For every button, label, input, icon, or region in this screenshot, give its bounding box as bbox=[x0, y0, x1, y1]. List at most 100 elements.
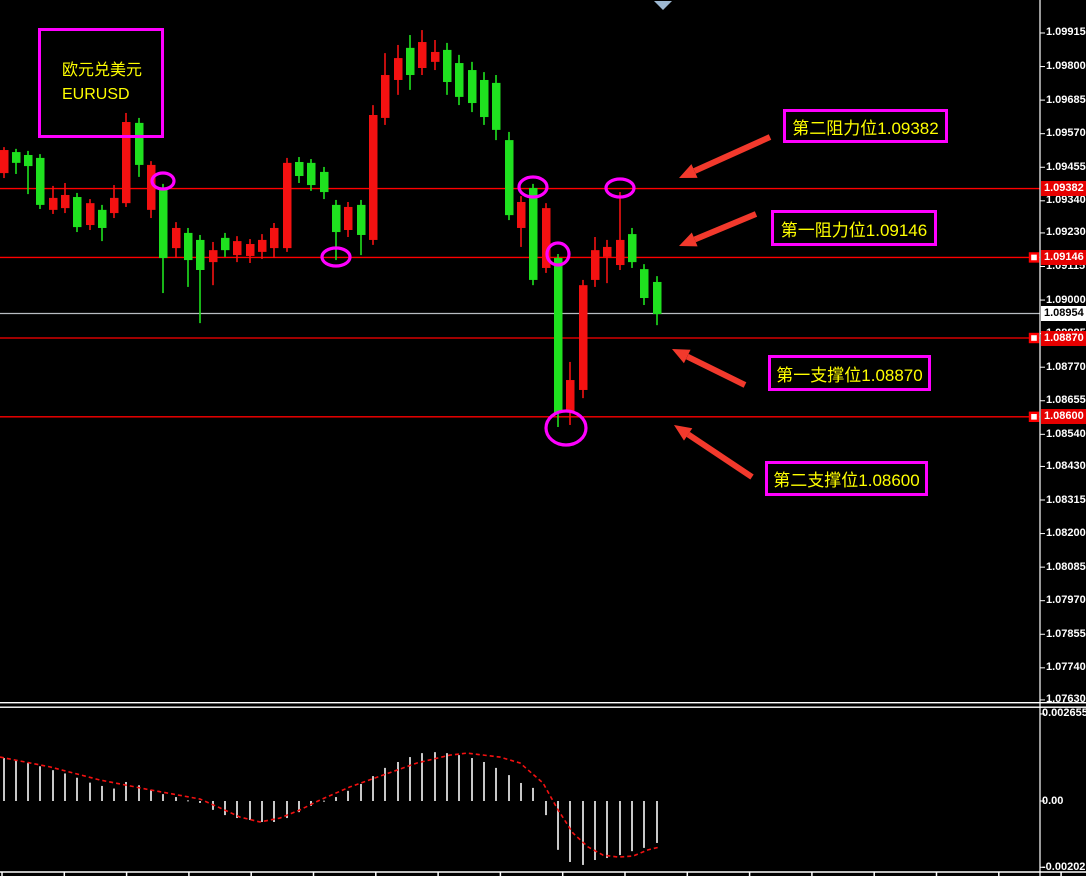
candle-body-up bbox=[344, 206, 353, 231]
pane-separator[interactable] bbox=[0, 706, 1086, 708]
candle-body-up bbox=[49, 197, 58, 210]
price-axis-label: 1.07630 bbox=[1046, 693, 1086, 706]
annotation-support2[interactable]: 第二支撑位1.08600 bbox=[765, 461, 928, 496]
candle-body-up bbox=[209, 250, 218, 263]
level-price-label: 1.09382 bbox=[1041, 181, 1086, 197]
candle-body-down bbox=[468, 70, 477, 104]
candle-body-down bbox=[640, 269, 649, 299]
annotation-support1-label: 第一支撑位1.08870 bbox=[776, 365, 923, 385]
histogram-bar bbox=[360, 783, 362, 801]
histogram-bar bbox=[125, 781, 127, 801]
histogram-bar bbox=[162, 794, 164, 801]
candle-body-up bbox=[591, 250, 600, 280]
level-line-handle[interactable] bbox=[1028, 411, 1040, 423]
indicator-histogram bbox=[3, 752, 658, 865]
level-price-label: 1.08870 bbox=[1041, 330, 1086, 346]
histogram-bar bbox=[323, 800, 325, 802]
annotation-resistance2-label: 第二阻力位1.09382 bbox=[792, 118, 939, 138]
annotation-arrow-shaft[interactable] bbox=[685, 353, 747, 388]
histogram-bar bbox=[520, 782, 522, 801]
annotation-arrow-shaft[interactable] bbox=[686, 431, 754, 480]
indicator-signal-line bbox=[0, 752, 661, 858]
highlight-ellipse[interactable] bbox=[320, 246, 352, 268]
histogram-bar bbox=[446, 753, 448, 801]
histogram-bar bbox=[594, 801, 596, 861]
histogram-bar bbox=[643, 801, 645, 848]
annotation-resistance1[interactable]: 第一阻力位1.09146 bbox=[771, 210, 937, 246]
level-price-label: 1.09146 bbox=[1041, 249, 1086, 265]
price-axis-label: 1.07740 bbox=[1046, 661, 1086, 674]
candle-body-down bbox=[492, 82, 501, 130]
histogram-bar bbox=[249, 801, 251, 821]
price-axis-label: 1.08540 bbox=[1046, 427, 1086, 440]
candle-body-up bbox=[246, 244, 255, 256]
annotation-arrow-head bbox=[679, 164, 698, 178]
candle-body-up bbox=[172, 227, 181, 249]
highlight-ellipse[interactable] bbox=[604, 177, 636, 199]
highlight-ellipse[interactable] bbox=[545, 241, 571, 267]
candle-body-down bbox=[628, 234, 637, 263]
price-axis-label: 1.08655 bbox=[1046, 394, 1086, 407]
histogram-bar bbox=[76, 777, 78, 801]
indicator-axis-label: 0.002655 bbox=[1042, 707, 1086, 720]
price-axis-label: 1.09915 bbox=[1046, 26, 1086, 39]
histogram-bar bbox=[150, 790, 152, 801]
pane-separator[interactable] bbox=[0, 702, 1086, 704]
price-axis-label: 1.09455 bbox=[1046, 160, 1086, 173]
annotation-support1[interactable]: 第一支撑位1.08870 bbox=[768, 355, 931, 391]
histogram-bar bbox=[101, 785, 103, 801]
histogram-bar bbox=[52, 770, 54, 801]
candle-body-down bbox=[98, 209, 107, 228]
level-line-handle[interactable] bbox=[1028, 332, 1040, 344]
annotation-resistance2[interactable]: 第二阻力位1.09382 bbox=[783, 109, 948, 143]
chart-shift-marker[interactable] bbox=[654, 1, 672, 10]
level-price-label: 1.08600 bbox=[1041, 409, 1086, 425]
histogram-bar bbox=[286, 801, 288, 819]
histogram-bar bbox=[298, 801, 300, 813]
annotation-resistance1-label: 第一阻力位1.09146 bbox=[780, 220, 928, 240]
annotation-arrow-shaft[interactable] bbox=[693, 211, 758, 243]
candle-body-down bbox=[332, 204, 341, 233]
histogram-bar bbox=[557, 801, 559, 850]
histogram-bar bbox=[27, 762, 29, 801]
histogram-bar bbox=[224, 801, 226, 816]
candle-body-down bbox=[406, 47, 415, 76]
indicator-axis-label: -0.002021 bbox=[1042, 860, 1086, 873]
candle-body-down bbox=[505, 140, 514, 216]
candle-body-up bbox=[61, 194, 70, 209]
price-axis-label: 1.09230 bbox=[1046, 226, 1086, 239]
candle-body-up bbox=[616, 239, 625, 266]
highlight-ellipse[interactable] bbox=[544, 409, 588, 447]
histogram-bar bbox=[606, 801, 608, 859]
candle-body-up bbox=[270, 227, 279, 249]
highlight-ellipse[interactable] bbox=[517, 175, 549, 199]
candle-body-down bbox=[73, 197, 82, 228]
candle-body-up bbox=[369, 115, 378, 240]
level-line-handle[interactable] bbox=[1028, 252, 1040, 263]
highlight-ellipse[interactable] bbox=[150, 171, 176, 191]
histogram-bar bbox=[483, 761, 485, 801]
histogram-bar bbox=[15, 760, 17, 801]
annotation-arrow-head bbox=[674, 425, 693, 441]
candle-body-up bbox=[86, 203, 95, 226]
candle-body-up bbox=[579, 285, 588, 390]
candle-body-up bbox=[517, 201, 526, 228]
candle-body-up bbox=[283, 162, 292, 249]
candle-body-down bbox=[184, 232, 193, 261]
histogram-bar bbox=[347, 790, 349, 801]
price-axis-label: 1.09000 bbox=[1046, 293, 1086, 306]
histogram-bar bbox=[631, 801, 633, 852]
symbol-label-box[interactable]: 欧元兑美元 EURUSD bbox=[38, 28, 164, 138]
histogram-bar bbox=[335, 797, 337, 801]
candle-body-up bbox=[147, 164, 156, 210]
histogram-bar bbox=[3, 758, 5, 801]
candle-body-down bbox=[12, 152, 21, 163]
annotation-arrow-shaft[interactable] bbox=[693, 134, 772, 174]
histogram-bar bbox=[397, 761, 399, 801]
indicator-axis-label: 0.00 bbox=[1042, 794, 1064, 807]
histogram-bar bbox=[545, 801, 547, 816]
histogram-bar bbox=[138, 785, 140, 801]
histogram-bar bbox=[236, 801, 238, 819]
histogram-bar bbox=[372, 776, 374, 801]
